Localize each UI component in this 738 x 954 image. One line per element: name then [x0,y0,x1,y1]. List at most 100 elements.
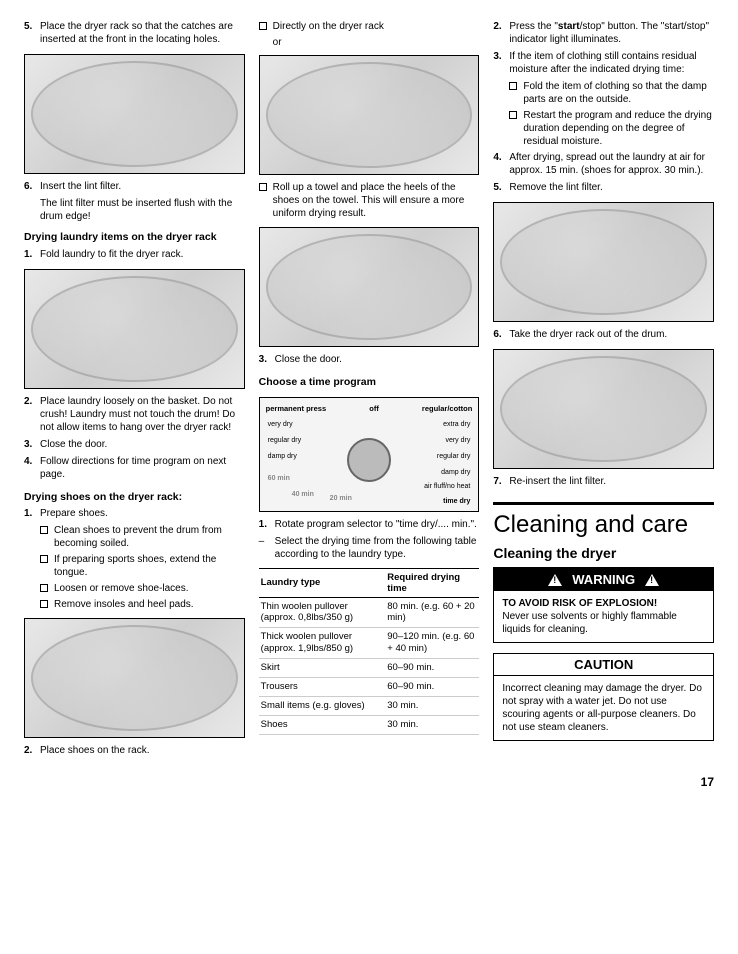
table-row: Skirt60–90 min. [259,659,480,678]
step-6: 6.Insert the lint filter. [24,180,245,193]
table-cell: 60–90 min. [385,659,479,678]
step-text: If the item of clothing still contains r… [509,50,714,76]
dial-perm: permanent press [266,404,326,413]
step-num: 5. [24,20,40,46]
bullet-insoles: Remove insoles and heel pads. [40,598,245,611]
table-cell: Trousers [259,677,386,696]
table-row: Small items (e.g. gloves)30 min. [259,696,480,715]
step-num: 3. [259,353,275,366]
step-take-rack: 6.Take the dryer rack out of the drum. [493,328,714,341]
table-cell: Shoes [259,715,386,734]
step-text: Press the "start/stop" button. The "star… [509,20,714,46]
step-num: 7. [493,475,509,488]
step-num: 2. [24,395,40,434]
dial-regcotton: regular/cotton [422,404,472,413]
checkbox-icon [40,526,48,534]
figure-fold-laundry [24,269,245,389]
dial-40: 40 min [292,491,314,498]
step-num: 1. [24,248,40,261]
checkbox-icon [40,584,48,592]
table-row: Shoes30 min. [259,715,480,734]
table-row: Thin woolen pullover (approx. 0,8lbs/350… [259,597,480,628]
step-1-4: 4.Follow directions for time program on … [24,455,245,481]
figure-shoes-on-rack [24,618,245,738]
dial-af: air fluff/no heat [424,483,470,490]
dial-timedry: time dry [443,498,470,505]
dash-text: Select the drying time from the followin… [275,535,480,561]
warning-triangle-icon [548,574,562,586]
step-num: 3. [493,50,509,76]
step-num: 4. [24,455,40,481]
warning-label: WARNING [572,572,635,587]
step-num: 2. [493,20,509,46]
warning-body: TO AVOID RISK OF EXPLOSION! Never use so… [494,591,713,642]
step-press-start: 2. Press the "start/stop" button. The "s… [493,20,714,46]
table-cell: 80 min. (e.g. 60 + 20 min) [385,597,479,628]
warning-header: WARNING [494,568,713,591]
step-2-2: 2.Place shoes on the rack. [24,744,245,757]
bullet-clean-shoes: Clean shoes to prevent the drum from bec… [40,524,245,550]
dial-dd-l: damp dry [268,453,297,460]
step-remove-lint: 5.Remove the lint filter. [493,181,714,194]
dial-knob-icon [347,438,391,482]
table-cell: Thin woolen pullover (approx. 0,8lbs/350… [259,597,386,628]
dial-rd-l: regular dry [268,437,301,444]
step-2-1: 1.Prepare shoes. [24,507,245,520]
figure-remove-lint [493,202,714,322]
bullet-text: Remove insoles and heel pads. [54,598,245,611]
dial-off: off [369,404,379,413]
step-text: Place laundry loosely on the basket. Do … [40,395,245,434]
bullet-text: Loosen or remove shoe-laces. [54,582,245,595]
checkbox-icon [40,600,48,608]
bullet-fold-damp: Fold the item of clothing so that the da… [509,80,714,106]
page-number: 17 [24,775,714,789]
table-cell: Small items (e.g. gloves) [259,696,386,715]
bullet-text: Directly on the dryer rack [273,20,480,33]
step-num: 4. [493,151,509,177]
column-1: 5.Place the dryer rack so that the catch… [24,20,245,761]
bullet-direct-rack: Directly on the dryer rack [259,20,480,33]
table-header-time: Required drying time [385,568,479,597]
or-text: or [273,36,480,49]
step-5: 5.Place the dryer rack so that the catch… [24,20,245,46]
step-1-3: 3.Close the door. [24,438,245,451]
caution-box: CAUTION Incorrect cleaning may damage th… [493,653,714,741]
dial-ed-r: extra dry [443,421,470,428]
step-num: 2. [24,744,40,757]
warning-box: WARNING TO AVOID RISK OF EXPLOSION! Neve… [493,567,714,643]
bullet-restart: Restart the program and reduce the dryin… [509,109,714,148]
figure-rack-insert [24,54,245,174]
dial-60: 60 min [268,475,290,482]
text-bold: start [558,21,580,32]
bullet-text: Fold the item of clothing so that the da… [523,80,714,106]
checkbox-icon [40,555,48,563]
text-pre: Press the " [509,21,558,32]
subhead-time-program: Choose a time program [259,376,480,389]
dial-top-row: permanent press off regular/cotton [266,404,473,413]
step-num: 5. [493,181,509,194]
step-text: Follow directions for time program on ne… [40,455,245,481]
step-text: Place the dryer rack so that the catches… [40,20,245,46]
dial-vd-r: very dry [445,437,470,444]
dial-rd-r: regular dry [437,453,470,460]
figure-towel-roll [259,227,480,347]
step-3-close: 3.Close the door. [259,353,480,366]
step-1-2: 2.Place laundry loosely on the basket. D… [24,395,245,434]
table-row: Thick woolen pullover (approx. 1,9lbs/85… [259,628,480,659]
table-cell: 90–120 min. (e.g. 60 + 40 min) [385,628,479,659]
step-rotate: 1.Rotate program selector to "time dry/.… [259,518,480,531]
step-reinsert-lint: 7.Re-insert the lint filter. [493,475,714,488]
bullet-text: Roll up a towel and place the heels of t… [273,181,480,220]
step-6-note: The lint filter must be inserted flush w… [40,197,245,223]
step-num: 1. [259,518,275,531]
dial-diagram: permanent press off regular/cotton very … [259,397,480,512]
checkbox-icon [259,22,267,30]
dial-face: very dry extra dry regular dry very dry … [266,415,473,505]
step-text: Fold laundry to fit the dryer rack. [40,248,245,261]
step-text: Close the door. [40,438,245,451]
table-cell: Skirt [259,659,386,678]
subhead-drying-shoes: Drying shoes on the dryer rack: [24,491,245,504]
checkbox-icon [259,183,267,191]
caution-header: CAUTION [494,654,713,676]
step-spread: 4.After drying, spread out the laundry a… [493,151,714,177]
